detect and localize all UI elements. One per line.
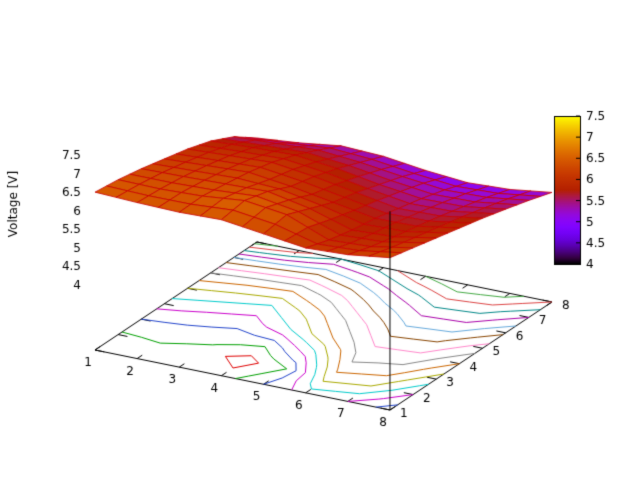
gnuplot-3d-surface-figure bbox=[0, 0, 640, 480]
surface-plot-canvas bbox=[0, 0, 640, 480]
